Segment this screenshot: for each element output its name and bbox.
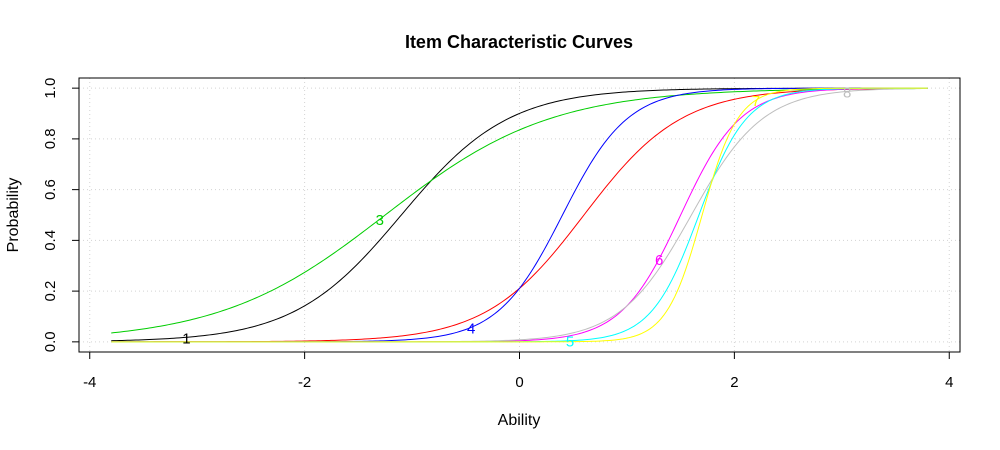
curve-label-3: 3: [376, 212, 384, 229]
y-tick-label-3: 0.6: [42, 179, 59, 200]
y-tick-label-5: 1.0: [42, 78, 59, 99]
chart-title: Item Characteristic Curves: [405, 32, 633, 52]
y-axis-label: Probability: [5, 178, 22, 253]
x-tick-label-2: 0: [515, 374, 523, 391]
grid: [79, 78, 960, 352]
curve-label-7: 7: [752, 93, 760, 110]
x-axis: -4 -2 0 2 4: [83, 351, 953, 391]
y-tick-label-1: 0.2: [42, 281, 59, 302]
curve-item-7: [111, 87, 928, 343]
curve-label-5: 5: [566, 334, 574, 351]
curve-label-8: 8: [843, 84, 851, 101]
curve-label-1: 1: [182, 330, 190, 347]
x-tick-label-4: 4: [945, 374, 953, 391]
y-tick-label-0: 0.0: [42, 331, 59, 352]
y-tick-label-4: 0.8: [42, 128, 59, 149]
curve-label-6: 6: [655, 252, 663, 269]
y-axis: 0.0 0.2 0.4 0.6 0.8 1.0: [42, 78, 80, 352]
curve-labels: 1 3 4 6 8 5 7: [182, 84, 851, 350]
curve-label-4: 4: [467, 320, 475, 337]
x-tick-label-3: 2: [730, 374, 738, 391]
curves: [111, 87, 928, 343]
x-tick-label-0: -4: [83, 374, 96, 391]
y-tick-label-2: 0.4: [42, 230, 59, 251]
x-axis-label: Ability: [498, 412, 541, 429]
x-tick-label-1: -2: [298, 374, 311, 391]
